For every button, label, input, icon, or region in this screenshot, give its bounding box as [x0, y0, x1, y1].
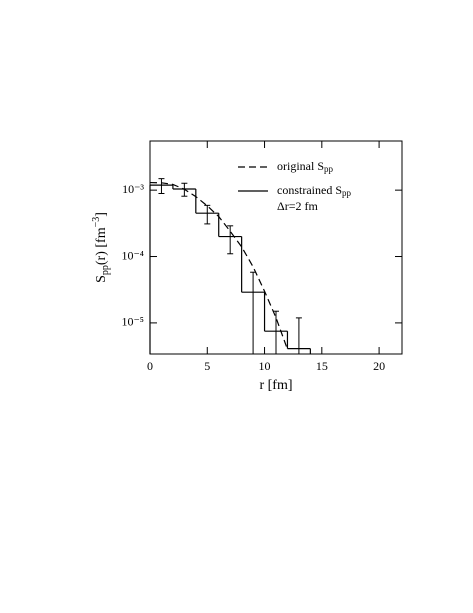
error-bar	[273, 310, 279, 354]
error-bar	[295, 317, 302, 354]
legend-label: constrained Spp	[277, 183, 352, 198]
x-tick-label: 10	[259, 359, 271, 373]
error-bar	[204, 204, 211, 225]
legend-sub: pp	[342, 188, 352, 198]
y-tick-label: 10⁻⁴	[121, 248, 144, 262]
y-tick-label: 10⁻³	[122, 182, 144, 196]
error-bar	[158, 178, 165, 195]
x-tick-label: 20	[373, 359, 385, 373]
error-bar	[227, 225, 234, 255]
legend-sub: pp	[324, 164, 334, 174]
y-label-sup: −3	[91, 217, 102, 228]
legend-name: original S	[277, 159, 324, 173]
x-tick-label: 15	[316, 359, 328, 373]
error-bar	[181, 182, 188, 197]
line-series	[149, 181, 289, 350]
y-axis-label: Spp(r) [fm−3]	[91, 212, 111, 283]
x-tick-label: 0	[147, 359, 153, 373]
y-tick-label: 10⁻⁵	[121, 315, 144, 329]
y-label-rest: (r) [fm	[94, 227, 109, 265]
y-label-sub: pp	[100, 265, 111, 275]
y-label-end: ]	[94, 212, 109, 217]
error-bar	[250, 271, 257, 354]
y-label-main: S	[94, 275, 109, 283]
legend-name: constrained S	[277, 183, 342, 197]
x-tick-label: 5	[204, 359, 210, 373]
x-axis-label: r [fm]	[259, 378, 292, 393]
annotation: Δr=2 fm	[277, 199, 318, 213]
legend-label: original Spp	[277, 159, 334, 174]
